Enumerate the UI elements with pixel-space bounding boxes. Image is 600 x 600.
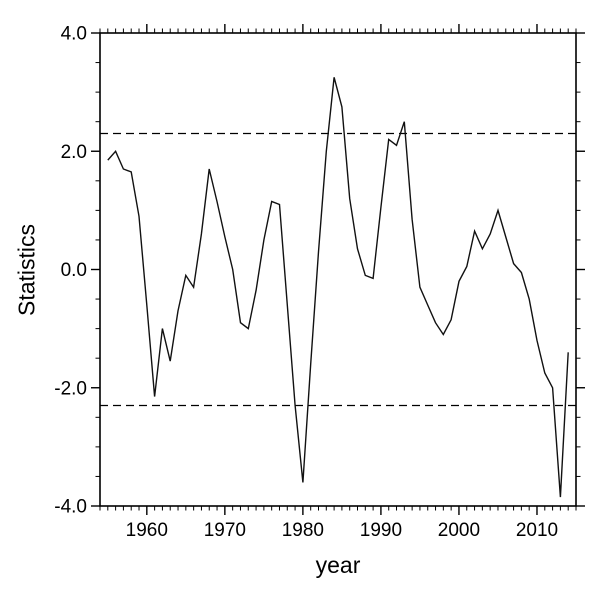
x-tick-label: 1960 xyxy=(126,520,168,541)
y-tick-label: 4.0 xyxy=(61,24,87,45)
plot-frame xyxy=(99,32,577,507)
y-tick-label: 2.0 xyxy=(61,142,87,163)
x-tick-label: 1970 xyxy=(204,520,246,541)
x-tick-label: 1990 xyxy=(360,520,402,541)
y-tick-label: 0.0 xyxy=(61,260,87,281)
y-tick-label: -4.0 xyxy=(54,497,87,518)
x-axis-title: year xyxy=(315,552,361,578)
y-axis-title: Statistics xyxy=(13,223,40,317)
statistics-series-line xyxy=(107,77,569,498)
x-tick-label: 2000 xyxy=(438,520,480,541)
x-tick-label: 2010 xyxy=(516,520,558,541)
axes xyxy=(91,24,585,515)
x-tick-label: 1980 xyxy=(282,520,324,541)
y-tick-label: -2.0 xyxy=(54,378,87,399)
